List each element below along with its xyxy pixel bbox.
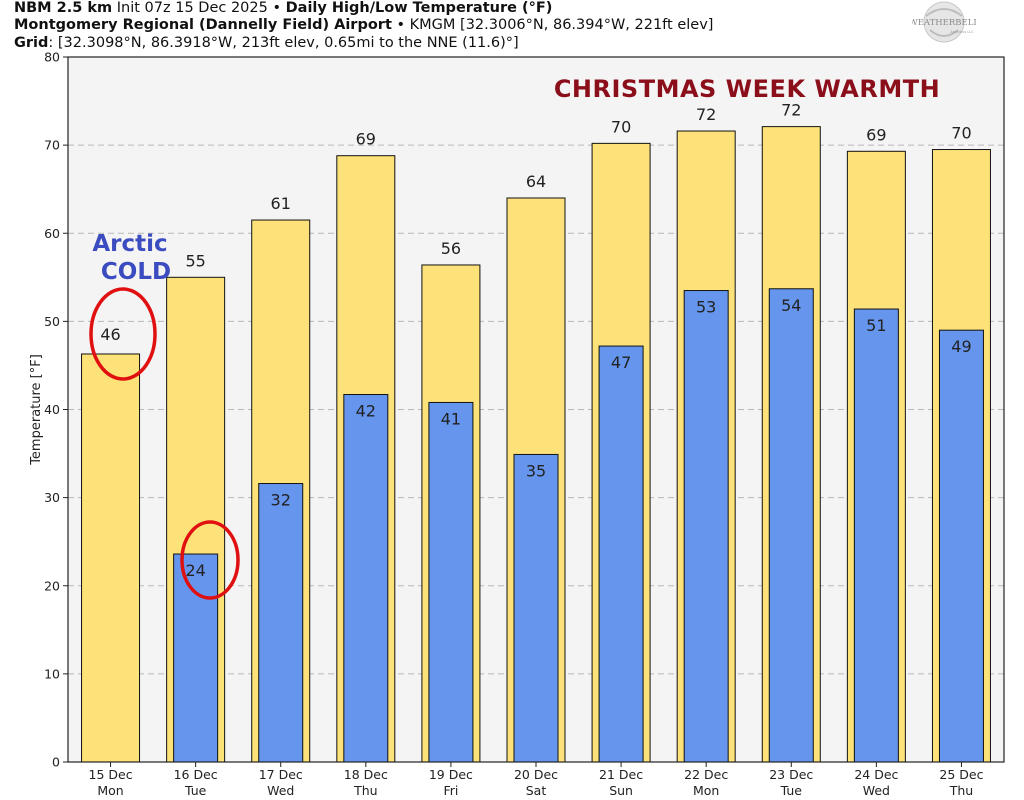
- header-line-1: NBM 2.5 km Init 07z 15 Dec 2025 • Daily …: [14, 0, 552, 17]
- station-detail: • KMGM [32.3006°N, 86.394°W, 221ft elev]: [396, 17, 714, 33]
- product-title: Daily High/Low Temperature (°F): [285, 0, 553, 16]
- cold-annotation-line-1: Arctic: [92, 231, 167, 257]
- low-bar: [428, 401, 474, 763]
- low-bar: [683, 290, 729, 763]
- y-tick-label: 50: [44, 314, 60, 329]
- high-value-label: 69: [356, 130, 376, 149]
- y-tick-label: 10: [44, 666, 60, 681]
- low-value-label: 24: [185, 561, 205, 580]
- low-temp-bars: [173, 288, 984, 763]
- x-tick-date: 22 Dec: [684, 767, 728, 782]
- y-tick-label: 60: [44, 226, 60, 241]
- high-value-label: 46: [100, 325, 120, 344]
- highlight-circle-high-15dec: [89, 287, 157, 381]
- high-value-label: 64: [526, 172, 546, 191]
- x-tick-date: 18 Dec: [344, 767, 388, 782]
- x-tick-date: 20 Dec: [514, 767, 558, 782]
- x-tick-day: Wed: [267, 783, 294, 798]
- y-tick-label: 20: [44, 578, 60, 593]
- low-value-label: 42: [356, 402, 376, 421]
- low-bar: [343, 394, 389, 763]
- low-value-label: 53: [696, 298, 716, 317]
- warm-annotation: CHRISTMAS WEEK WARMTH: [554, 75, 940, 103]
- init-time: Init 07z 15 Dec 2025 •: [116, 0, 282, 16]
- logo-subtext: Analytics LLC: [950, 30, 974, 34]
- x-tick-day: Thu: [353, 783, 377, 798]
- x-tick-day: Sat: [526, 783, 547, 798]
- y-tick-label: 30: [44, 490, 60, 505]
- x-tick-date: 24 Dec: [854, 767, 898, 782]
- low-bar: [853, 308, 899, 763]
- low-value-label: 49: [951, 337, 971, 356]
- low-bar: [513, 453, 559, 763]
- low-value-label: 35: [526, 461, 546, 480]
- x-tick-date: 16 Dec: [174, 767, 218, 782]
- low-value-label: 32: [271, 491, 291, 510]
- high-value-label: 70: [611, 117, 631, 136]
- high-bar: [81, 353, 141, 763]
- low-bar: [173, 553, 219, 763]
- header-line-3: Grid: [32.3098°N, 86.3918°W, 213ft elev,…: [14, 35, 519, 52]
- highlight-circle-low-16dec: [180, 520, 240, 600]
- y-axis-label: Temperature [°F]: [29, 354, 44, 466]
- y-tick-label: 0: [52, 755, 60, 770]
- high-value-label: 55: [185, 251, 205, 270]
- y-tick-label: 40: [44, 402, 60, 417]
- y-tick-label: 70: [44, 138, 60, 153]
- x-tick-day: Wed: [863, 783, 890, 798]
- header-line-2: Montgomery Regional (Dannelly Field) Air…: [14, 17, 713, 34]
- x-tick-day: Fri: [443, 783, 458, 798]
- weatherbell-logo: WEATHERBELL Analytics LLC: [912, 1, 976, 43]
- high-value-label: 72: [781, 101, 801, 120]
- high-value-label: 70: [951, 124, 971, 143]
- y-axis-ticks: 0 10 20 30 40 50 60 70 80: [44, 50, 68, 770]
- x-tick-day: Sun: [609, 783, 633, 798]
- logo-text: WEATHERBELL: [912, 18, 976, 28]
- x-tick-day: Tue: [184, 783, 207, 798]
- x-tick-date: 19 Dec: [429, 767, 473, 782]
- low-value-label: 47: [611, 353, 631, 372]
- station-name: Montgomery Regional (Dannelly Field) Air…: [14, 17, 392, 33]
- model-name: NBM 2.5 km: [14, 0, 113, 16]
- y-tick-label: 80: [44, 50, 60, 65]
- x-tick-day: Mon: [693, 783, 719, 798]
- grid-label: Grid: [14, 35, 49, 51]
- x-tick-day: Thu: [949, 783, 973, 798]
- grid-detail: : [32.3098°N, 86.3918°W, 213ft elev, 0.6…: [48, 35, 519, 51]
- low-value-label: 51: [866, 316, 886, 335]
- low-value-label: 54: [781, 296, 801, 315]
- high-value-label: 61: [271, 194, 291, 213]
- x-tick-date: 17 Dec: [259, 767, 303, 782]
- low-bar: [768, 288, 814, 763]
- high-value-label: 69: [866, 125, 886, 144]
- low-bar: [938, 329, 984, 763]
- x-tick-day: Mon: [97, 783, 123, 798]
- x-tick-date: 25 Dec: [939, 767, 983, 782]
- low-value-label: 41: [441, 409, 461, 428]
- x-tick-date: 21 Dec: [599, 767, 643, 782]
- value-labels: 46 55 24 61 32 69 42 56 41 64 35 70 47 72 53 72 54 69 51 70…: [100, 101, 971, 580]
- x-tick-day: Tue: [780, 783, 803, 798]
- cold-annotation-line-2: COLD: [101, 259, 171, 285]
- x-tick-date: 23 Dec: [769, 767, 813, 782]
- high-value-label: 72: [696, 105, 716, 124]
- high-value-label: 56: [441, 239, 461, 258]
- x-tick-date: 15 Dec: [89, 767, 133, 782]
- low-bar: [258, 483, 304, 763]
- low-bar: [598, 345, 644, 763]
